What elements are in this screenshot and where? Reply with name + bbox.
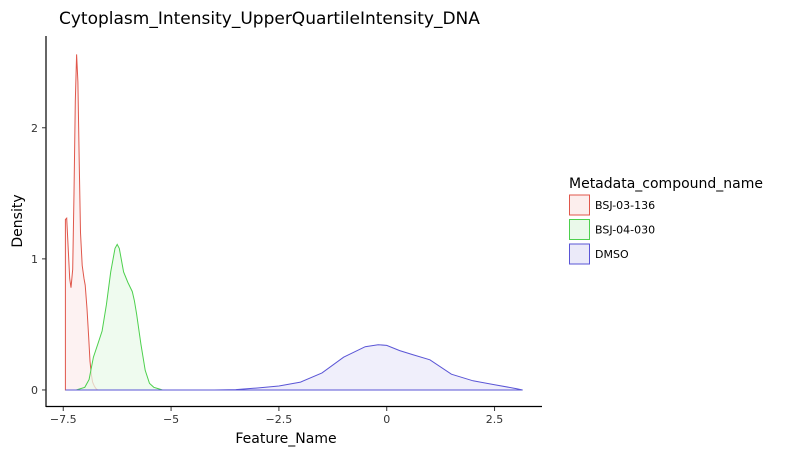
x-tick-label: 2.5 (486, 413, 504, 426)
legend-title: Metadata_compound_name (569, 176, 763, 192)
density-area-0 (64, 54, 100, 391)
x-tick-label: −5 (163, 413, 179, 426)
x-tick-label: −2.5 (266, 413, 293, 426)
y-tick-label: 1 (31, 253, 38, 266)
legend: Metadata_compound_name BSJ-03-136 BSJ-04-… (569, 176, 763, 265)
y-ticks: 0 1 2 (31, 122, 46, 397)
legend-label: BSJ-03-136 (595, 199, 655, 212)
plot-areas (64, 54, 523, 391)
x-axis-title: Feature_Name (235, 431, 336, 447)
density-area-1 (65, 243, 523, 391)
y-tick-label: 0 (31, 384, 38, 397)
x-tick-label: 0 (383, 413, 390, 426)
legend-swatch (569, 219, 590, 240)
legend-swatch (569, 194, 590, 216)
chart-title: Cytoplasm_Intensity_UpperQuartileIntensi… (59, 9, 480, 29)
legend-swatch (569, 243, 590, 265)
x-tick-label: −7.5 (50, 413, 77, 426)
density-area-2 (65, 344, 523, 391)
x-ticks: −7.5 −5 −2.5 0 2.5 (50, 407, 503, 426)
y-axis-title: Density (10, 194, 26, 247)
legend-label: BSJ-04-030 (595, 224, 655, 237)
y-tick-label: 2 (31, 122, 38, 135)
legend-label: DMSO (595, 248, 629, 261)
axes (45, 36, 542, 408)
